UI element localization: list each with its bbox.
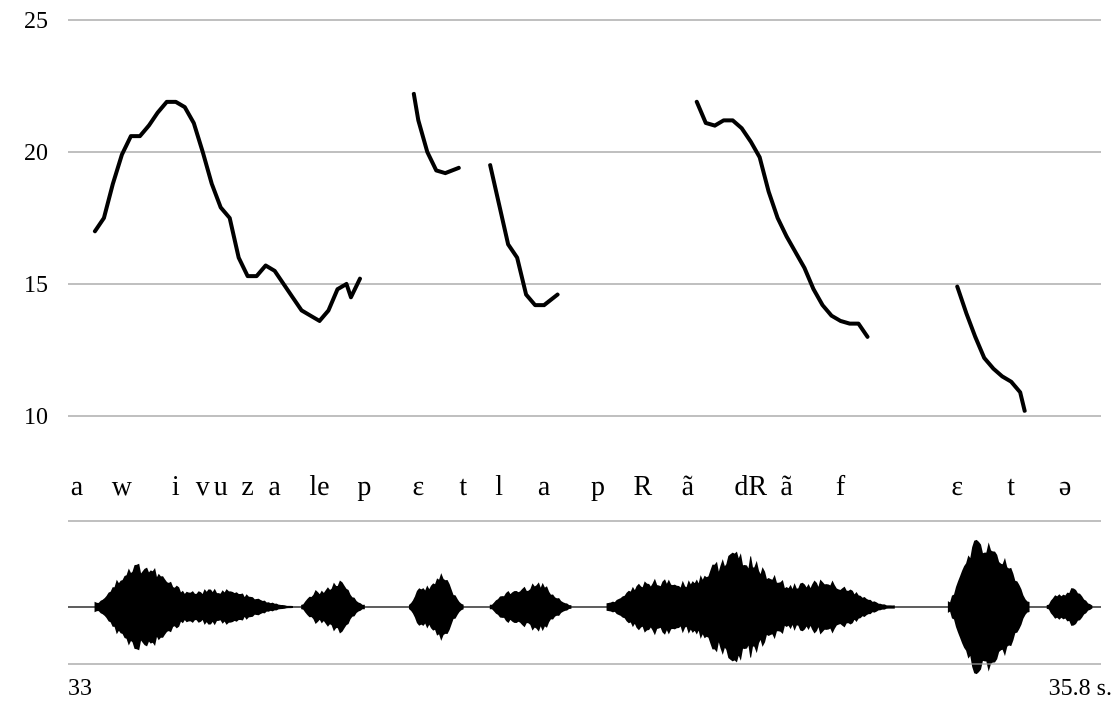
segment-label: u — [214, 471, 228, 502]
segment-label: z — [241, 471, 253, 502]
segment-label: i — [172, 471, 180, 502]
segment-label: p — [591, 471, 605, 502]
segment-label: le — [309, 471, 329, 502]
segment-label: l — [495, 471, 503, 502]
segment-label: a — [71, 471, 84, 502]
waveform — [68, 539, 1101, 675]
segment-label: t — [459, 471, 467, 502]
pitch-contour-1 — [92, 99, 362, 323]
segment-label: w — [112, 471, 133, 502]
pitch-contours — [92, 91, 1027, 413]
waveform-axis — [68, 520, 1101, 665]
segment-label: a — [538, 471, 551, 502]
pitch-contour-4 — [694, 99, 870, 339]
segment-label: ã — [780, 471, 793, 502]
y-tick-label: 15 — [24, 272, 48, 298]
y-tick-label: 25 — [24, 8, 48, 34]
time-end-label: 35.8 s. — [1049, 675, 1112, 701]
segment-label: ə — [1059, 471, 1071, 502]
time-start-label: 33 — [68, 675, 92, 701]
segment-label: R — [634, 471, 653, 502]
y-grid-group — [68, 19, 1101, 417]
y-tick-label: 10 — [24, 404, 48, 430]
segment-label: a — [268, 471, 281, 502]
segment-label: t — [1007, 471, 1015, 502]
segment-label: ɛ — [951, 471, 963, 502]
pitch-contour-2 — [411, 91, 461, 176]
pitch-contour-3 — [488, 163, 560, 308]
segment-label: f — [836, 471, 846, 502]
y-tick-label: 20 — [24, 140, 48, 166]
pitch-contour-5 — [955, 284, 1027, 413]
y-tick-labels: 10 15 20 25 — [24, 8, 48, 430]
segment-label: dR — [734, 471, 767, 502]
segment-label: p — [357, 471, 371, 502]
segment-label: ɛ — [412, 471, 424, 502]
segment-label: v — [196, 471, 210, 502]
segment-label: ã — [682, 471, 695, 502]
